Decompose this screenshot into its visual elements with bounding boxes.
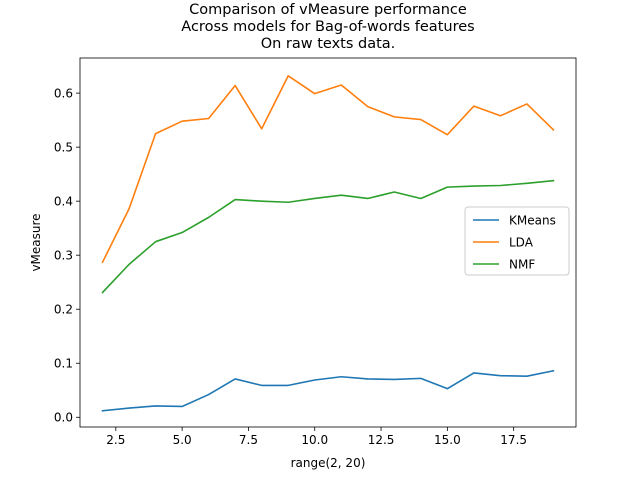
chart-title-line: Comparison of vMeasure performance xyxy=(189,2,467,18)
x-tick-label: 5.0 xyxy=(173,433,192,447)
legend: KMeans LDA NMF xyxy=(464,206,570,276)
series-line-lda xyxy=(101,75,555,264)
y-tick-label: 0.2 xyxy=(54,303,73,317)
x-tick-label: 17.5 xyxy=(500,433,527,447)
series-lines xyxy=(101,75,555,412)
legend-label: KMeans xyxy=(509,213,556,227)
y-tick-label: 0.1 xyxy=(54,357,73,371)
legend-box xyxy=(464,206,570,276)
legend-label: NMF xyxy=(509,257,535,271)
plot-frame xyxy=(79,57,577,428)
x-tick-label: 2.5 xyxy=(106,433,125,447)
x-tick-label: 15.0 xyxy=(434,433,461,447)
y-axis: 0.0 0.1 0.2 0.3 0.4 0.5 0.6 xyxy=(54,86,80,425)
x-axis-label: range(2, 20) xyxy=(291,456,366,470)
x-tick-label: 7.5 xyxy=(239,433,258,447)
chart-title-line: On raw texts data. xyxy=(261,36,396,52)
y-tick-label: 0.4 xyxy=(54,194,73,208)
y-axis-label: vMeasure xyxy=(29,213,43,271)
x-tick-label: 12.5 xyxy=(368,433,395,447)
x-tick-label: 10.0 xyxy=(301,433,328,447)
chart-title-line: Across models for Bag-of-words features xyxy=(181,19,474,35)
series-line-kmeans xyxy=(101,369,555,412)
y-tick-label: 0.0 xyxy=(54,411,73,425)
y-tick-label: 0.3 xyxy=(54,248,73,262)
y-tick-label: 0.5 xyxy=(54,140,73,154)
legend-label: LDA xyxy=(509,235,534,249)
series-line-nmf xyxy=(101,179,555,294)
chart-title: Comparison of vMeasure performanceAcross… xyxy=(181,2,474,52)
x-axis: 2.5 5.0 7.5 10.0 12.5 15.0 17.5 xyxy=(106,427,527,447)
y-tick-label: 0.6 xyxy=(54,86,73,100)
